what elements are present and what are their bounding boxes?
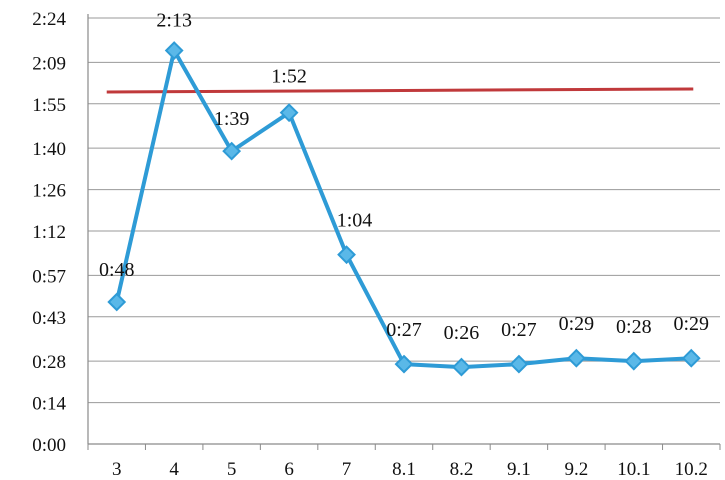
data-point-marker — [681, 348, 701, 368]
data-point-marker — [164, 41, 184, 60]
y-tick-label: 1:26 — [32, 181, 66, 202]
data-label: 0:48 — [99, 259, 135, 281]
y-tick-label: 1:12 — [32, 222, 66, 243]
data-label: 0:27 — [386, 319, 422, 341]
x-tick-label: 4 — [169, 459, 179, 475]
y-tick-label: 0:43 — [32, 308, 66, 329]
x-tick-label: 9.1 — [507, 459, 531, 475]
data-label: 0:28 — [616, 316, 652, 338]
data-point-marker — [452, 357, 471, 377]
axes: 0:00 0:14 0:28 0:43 0:57 1:12 1:26 1:40 1:55 2:09… — [32, 9, 721, 480]
x-tick-label: 6 — [284, 459, 294, 475]
data-label: 1:52 — [271, 66, 307, 88]
x-tick-label: 8.2 — [450, 459, 474, 475]
x-tick-label: 5 — [227, 459, 237, 475]
y-tick-label: 0:28 — [32, 352, 66, 373]
gridlines — [88, 17, 720, 404]
data-label: 2:13 — [156, 10, 192, 32]
x-tick-label: 3 — [112, 459, 122, 475]
y-tick-label: 2:24 — [32, 9, 66, 30]
x-tick-label: 7 — [342, 459, 352, 475]
y-tick-label: 0:00 — [32, 435, 66, 456]
x-tick-label: 9.2 — [564, 459, 588, 475]
y-tick-label: 1:55 — [32, 95, 66, 116]
x-tick-label: 10.2 — [675, 459, 708, 475]
data-point-marker — [222, 141, 242, 161]
y-tick-label: 0:14 — [32, 394, 66, 415]
y-tick-label: 0:57 — [32, 266, 66, 287]
data-point-marker — [279, 103, 299, 123]
data-point-marker — [394, 354, 414, 374]
data-point-marker — [509, 354, 529, 374]
data-label: 1:04 — [337, 210, 373, 232]
series-line-group — [107, 41, 701, 377]
x-tick-label: 10.1 — [617, 459, 650, 475]
data-point-marker — [624, 351, 644, 371]
data-label: 0:26 — [444, 322, 480, 344]
data-labels: 0:48 2:13 1:39 1:52 1:04 0:27 0:26 0:27 0:29 0:28… — [99, 10, 709, 345]
data-point-marker — [107, 292, 127, 312]
data-label: 0:29 — [673, 313, 709, 335]
data-point-marker — [566, 348, 586, 368]
x-tick-label: 8.1 — [392, 459, 416, 475]
y-tick-label: 2:09 — [32, 53, 66, 74]
data-label: 0:27 — [501, 319, 537, 341]
reference-line — [106, 87, 694, 94]
data-label: 0:29 — [559, 313, 595, 335]
reference-line-group — [106, 87, 694, 94]
y-tick-label: 1:40 — [32, 139, 66, 160]
data-label: 1:39 — [214, 108, 250, 130]
data-point-marker — [337, 245, 356, 265]
